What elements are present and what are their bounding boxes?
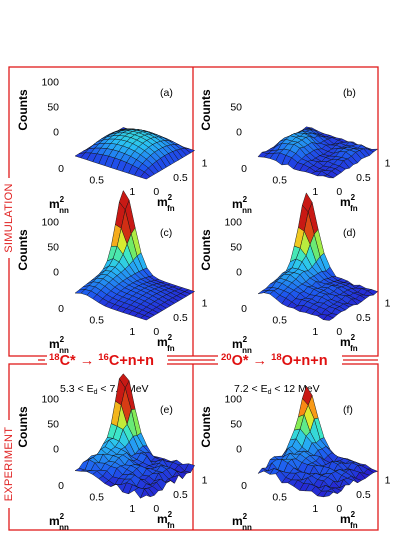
reaction-right: 20O* → 18O+n+n xyxy=(221,352,328,369)
z-tick-label: 50 xyxy=(230,241,242,253)
z-tick-label: 100 xyxy=(224,393,242,405)
panel-label: (e) xyxy=(160,404,173,416)
z-tick-label: 100 xyxy=(41,216,59,228)
panel-label: (f) xyxy=(343,404,353,416)
y-tick-label: 1 xyxy=(202,475,208,487)
y-tick-label: 1 xyxy=(202,298,208,310)
x-axis-label: m2 nn xyxy=(232,335,252,355)
x-axis-label: m2 nn xyxy=(232,195,252,215)
surface-panel-2: 0 50 0 0.5 1 0 0.5 1 Counts m2 nn m2 fn (b) xyxy=(199,87,391,215)
x-tick-label: 1 xyxy=(312,503,318,515)
x-tick-label: 0.5 xyxy=(272,492,287,504)
z-tick-label: 50 xyxy=(47,101,59,113)
z-tick-label: 100 xyxy=(41,393,59,405)
x-tick-label: 0 xyxy=(58,303,64,315)
y-tick-label: 0.5 xyxy=(173,489,188,501)
z-tick-label: 0 xyxy=(53,266,59,278)
x-tick-label: 0.5 xyxy=(89,492,104,504)
surface-facet xyxy=(323,490,334,498)
y-tick-label: 1 xyxy=(385,475,391,487)
panel-label: (d) xyxy=(343,227,356,239)
reaction-left: 18C* → 16C+n+n xyxy=(49,352,154,369)
y-tick-label: 0 xyxy=(336,326,342,338)
panel-label: (b) xyxy=(343,87,356,99)
y-tick-label: 0 xyxy=(153,186,159,198)
x-axis-label: m2 nn xyxy=(232,512,252,532)
y-tick-label: 0.5 xyxy=(356,312,371,324)
z-axis-label: Counts xyxy=(199,229,213,271)
z-axis-label: Counts xyxy=(199,406,213,448)
x-tick-label: 0.5 xyxy=(272,175,287,187)
z-tick-label: 50 xyxy=(230,418,242,430)
surface-panel-5: 0 50 100 0 0.5 1 0 0.5 1 Counts m2 nn m2 fn (e) xyxy=(16,373,208,532)
y-axis-label: m2 fn xyxy=(157,333,175,353)
z-tick-label: 0 xyxy=(53,126,59,138)
z-tick-label: 50 xyxy=(47,241,59,253)
z-axis-label: Counts xyxy=(16,89,30,131)
surface-panel-1: 0 50 100 0 0.5 1 0 0.5 1 Counts m2 nn m2 fn (a) xyxy=(16,76,208,215)
panel-label: (a) xyxy=(160,87,173,99)
panel-label: (c) xyxy=(160,227,172,239)
condition-left: 5.3 < Ed < 7.2 MeV xyxy=(60,383,149,396)
x-tick-label: 0.5 xyxy=(89,175,104,187)
x-tick-label: 0 xyxy=(241,303,247,315)
x-tick-label: 1 xyxy=(129,186,135,198)
z-tick-label: 50 xyxy=(47,418,59,430)
x-axis-label: m2 nn xyxy=(49,512,69,532)
z-axis-label: Counts xyxy=(16,406,30,448)
simulation-side-label: SIMULATION xyxy=(3,183,15,252)
x-axis-label: m2 nn xyxy=(49,195,69,215)
experiment-side-label: EXPERIMENT xyxy=(3,427,15,502)
y-tick-label: 0.5 xyxy=(173,172,188,184)
y-axis-label: m2 fn xyxy=(340,333,358,353)
z-tick-label: 0 xyxy=(236,126,242,138)
z-tick-label: 0 xyxy=(53,443,59,455)
x-tick-label: 0 xyxy=(58,480,64,492)
y-axis-label: m2 fn xyxy=(157,510,175,530)
y-tick-label: 0.5 xyxy=(173,312,188,324)
surface-panel-6: 0 50 100 0 0.5 1 0 0.5 1 Counts m2 nn m2 fn (f) xyxy=(199,385,391,532)
surface-facet xyxy=(140,488,151,499)
x-tick-label: 1 xyxy=(129,326,135,338)
x-tick-label: 1 xyxy=(312,326,318,338)
x-tick-label: 0 xyxy=(241,480,247,492)
surface-panel-3: 0 50 100 0 0.5 1 0 0.5 1 Counts m2 nn m2 fn (c) xyxy=(16,190,208,355)
x-axis-label: m2 nn xyxy=(49,335,69,355)
y-tick-label: 0.5 xyxy=(356,489,371,501)
z-tick-label: 0 xyxy=(236,266,242,278)
z-tick-label: 100 xyxy=(41,76,59,88)
y-tick-label: 0 xyxy=(336,186,342,198)
x-tick-label: 1 xyxy=(312,186,318,198)
x-tick-label: 0.5 xyxy=(272,315,287,327)
x-tick-label: 0.5 xyxy=(89,315,104,327)
y-axis-label: m2 fn xyxy=(340,193,358,213)
y-tick-label: 0.5 xyxy=(356,172,371,184)
z-tick-label: 100 xyxy=(224,216,242,228)
y-axis-label: m2 fn xyxy=(340,510,358,530)
surface-panel-4: 0 50 100 0 0.5 1 0 0.5 1 Counts m2 nn m2 fn (d) xyxy=(199,192,391,355)
y-tick-label: 1 xyxy=(385,158,391,170)
x-tick-label: 0 xyxy=(241,163,247,175)
y-axis-label: m2 fn xyxy=(157,193,175,213)
surface-facet xyxy=(323,314,334,321)
surface-facet xyxy=(323,174,334,179)
y-tick-label: 0 xyxy=(153,326,159,338)
y-tick-label: 1 xyxy=(202,158,208,170)
y-tick-label: 0 xyxy=(336,503,342,515)
frame-lines xyxy=(8,66,379,531)
x-tick-label: 0 xyxy=(58,163,64,175)
z-tick-label: 0 xyxy=(236,443,242,455)
y-tick-label: 1 xyxy=(385,298,391,310)
z-axis-label: Counts xyxy=(16,229,30,271)
x-tick-label: 1 xyxy=(129,503,135,515)
z-axis-label: Counts xyxy=(199,89,213,131)
surface-facet xyxy=(140,171,151,180)
y-tick-label: 0 xyxy=(153,503,159,515)
surface-facet xyxy=(140,315,151,321)
z-tick-label: 50 xyxy=(230,101,242,113)
